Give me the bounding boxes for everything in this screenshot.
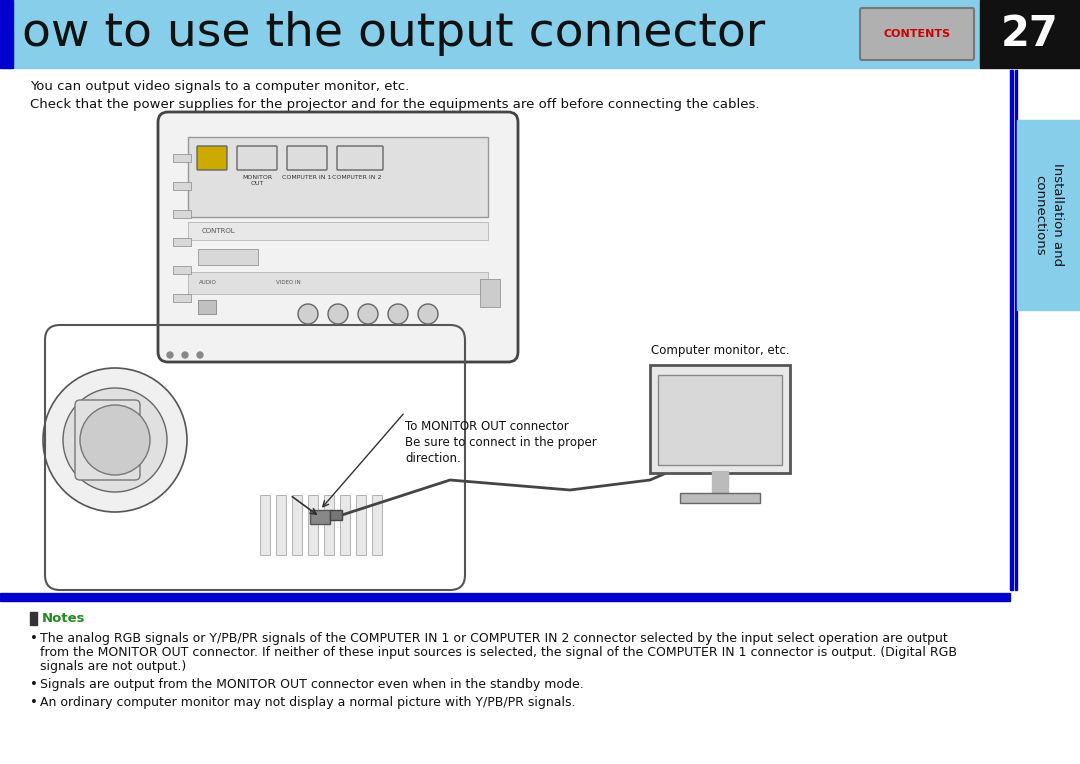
Bar [330,510,342,520]
Bar [650,365,789,473]
Text: Installation and
connections: Installation and connections [1032,163,1064,267]
Circle shape [357,304,378,324]
Text: Check that the power supplies for the projector and for the equipments are off b: Check that the power supplies for the pr… [30,98,759,111]
Bar [0,597,1010,601]
Text: •: • [30,678,38,691]
Bar [173,238,191,246]
Text: AUDIO: AUDIO [199,280,217,284]
Text: COMPUTER IN 2: COMPUTER IN 2 [333,175,381,180]
Text: Notes: Notes [42,612,85,625]
Circle shape [183,352,188,358]
Circle shape [418,304,438,324]
Circle shape [388,304,408,324]
Bar [188,272,488,294]
Bar [658,375,782,465]
Text: You can output video signals to a computer monitor, etc.: You can output video signals to a comput… [30,80,409,93]
Text: from the MONITOR OUT connector. If neither of these input sources is selected, t: from the MONITOR OUT connector. If neith… [40,646,957,659]
Text: COMPUTER IN 1: COMPUTER IN 1 [282,175,332,180]
Text: •: • [30,696,38,709]
Text: To MONITOR OUT connector: To MONITOR OUT connector [405,420,569,433]
Circle shape [197,352,203,358]
Bar [0,0,13,68]
Bar [324,495,334,555]
Circle shape [167,352,173,358]
Bar [173,182,191,190]
Bar [1015,70,1017,590]
Bar [1010,70,1013,590]
Bar [308,495,318,555]
Bar [292,495,302,555]
Bar [356,495,366,555]
Bar [0,593,1010,596]
FancyBboxPatch shape [860,8,974,60]
Text: CONTROL: CONTROL [201,228,234,234]
Circle shape [328,304,348,324]
FancyBboxPatch shape [237,146,276,170]
Bar [340,495,350,555]
Bar [173,154,191,162]
Bar [198,249,258,265]
FancyBboxPatch shape [75,400,140,480]
Bar [30,612,37,625]
Bar [198,300,216,314]
Text: MONITOR
OUT: MONITOR OUT [242,175,272,186]
FancyBboxPatch shape [337,146,383,170]
Bar [372,495,382,555]
Text: Be sure to connect in the proper: Be sure to connect in the proper [405,436,597,449]
Bar [173,266,191,274]
Bar [0,0,980,68]
Text: ow to use the output connector: ow to use the output connector [22,11,766,57]
Text: 27: 27 [1001,13,1058,55]
Circle shape [63,388,167,492]
Text: signals are not output.): signals are not output.) [40,660,186,673]
Text: CONTENTS: CONTENTS [883,29,950,39]
FancyBboxPatch shape [158,112,518,362]
Circle shape [298,304,318,324]
Bar [680,493,760,503]
Bar [980,0,1080,68]
FancyBboxPatch shape [287,146,327,170]
Circle shape [80,405,150,475]
Bar [480,279,500,307]
Bar [712,471,728,495]
Bar [276,495,286,555]
Text: The analog RGB signals or Y/PB/PR signals of the COMPUTER IN 1 or COMPUTER IN 2 : The analog RGB signals or Y/PB/PR signal… [40,632,948,645]
Bar [188,222,488,240]
Circle shape [43,368,187,512]
Text: Computer monitor, etc.: Computer monitor, etc. [650,344,789,357]
Text: direction.: direction. [405,452,461,465]
Text: VIDEO IN: VIDEO IN [275,280,300,284]
Bar [188,137,488,217]
FancyBboxPatch shape [197,146,227,170]
Bar [260,495,270,555]
Text: An ordinary computer monitor may not display a normal picture with Y/PB/PR signa: An ordinary computer monitor may not dis… [40,696,576,709]
Bar [173,294,191,302]
Text: •: • [30,632,38,645]
Text: Signals are output from the MONITOR OUT connector even when in the standby mode.: Signals are output from the MONITOR OUT … [40,678,584,691]
Bar [310,510,330,524]
Bar [1017,120,1080,310]
Bar [173,210,191,218]
